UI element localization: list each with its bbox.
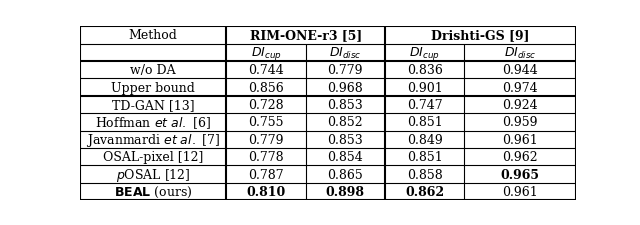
Text: 0.849: 0.849 [407, 133, 443, 146]
Text: 0.779: 0.779 [248, 133, 284, 146]
Text: 0.968: 0.968 [328, 81, 364, 94]
Text: RIM-ONE-r3 [5]: RIM-ONE-r3 [5] [250, 29, 362, 42]
Text: 0.810: 0.810 [246, 185, 285, 198]
Text: $DI_{cup}$: $DI_{cup}$ [251, 45, 282, 61]
Text: 0.959: 0.959 [502, 116, 538, 129]
Text: 0.744: 0.744 [248, 64, 284, 77]
Text: $DI_{disc}$: $DI_{disc}$ [329, 45, 362, 61]
Text: 0.747: 0.747 [407, 99, 442, 111]
Text: 0.836: 0.836 [407, 64, 443, 77]
Text: Upper bound: Upper bound [111, 81, 195, 94]
Text: 0.851: 0.851 [407, 116, 443, 129]
Text: $\mathbf{BEAL}$ (ours): $\mathbf{BEAL}$ (ours) [114, 184, 193, 199]
Text: 0.858: 0.858 [407, 168, 443, 181]
Text: 0.851: 0.851 [407, 151, 443, 163]
Text: $DI_{cup}$: $DI_{cup}$ [410, 45, 440, 61]
Text: 0.862: 0.862 [405, 185, 444, 198]
Text: 0.852: 0.852 [328, 116, 363, 129]
Text: 0.728: 0.728 [248, 99, 284, 111]
Text: $p$OSAL [12]: $p$OSAL [12] [116, 166, 191, 183]
Text: 0.901: 0.901 [407, 81, 443, 94]
Text: TD-GAN [13]: TD-GAN [13] [112, 99, 195, 111]
Text: 0.755: 0.755 [248, 116, 284, 129]
Text: 0.853: 0.853 [328, 99, 364, 111]
Text: 0.865: 0.865 [328, 168, 364, 181]
Text: 0.961: 0.961 [502, 185, 538, 198]
Text: 0.854: 0.854 [328, 151, 364, 163]
Text: 0.779: 0.779 [328, 64, 363, 77]
Text: 0.965: 0.965 [500, 168, 540, 181]
Text: Drishti-GS [9]: Drishti-GS [9] [431, 29, 530, 42]
Text: 0.944: 0.944 [502, 64, 538, 77]
Text: $DI_{disc}$: $DI_{disc}$ [504, 45, 536, 61]
Text: 0.924: 0.924 [502, 99, 538, 111]
Text: 0.787: 0.787 [248, 168, 284, 181]
Text: 0.856: 0.856 [248, 81, 284, 94]
Text: 0.974: 0.974 [502, 81, 538, 94]
Text: OSAL-pixel [12]: OSAL-pixel [12] [103, 151, 204, 163]
Text: 0.778: 0.778 [248, 151, 284, 163]
Text: 0.898: 0.898 [326, 185, 365, 198]
Text: Javanmardi $\mathit{et\ al.}$ [7]: Javanmardi $\mathit{et\ al.}$ [7] [86, 131, 220, 148]
Text: 0.961: 0.961 [502, 133, 538, 146]
Text: Hoffman $\mathit{et\ al.}$ [6]: Hoffman $\mathit{et\ al.}$ [6] [95, 115, 211, 130]
Text: w/o DA: w/o DA [131, 64, 176, 77]
Text: 0.853: 0.853 [328, 133, 364, 146]
Text: 0.962: 0.962 [502, 151, 538, 163]
Text: Method: Method [129, 29, 177, 42]
